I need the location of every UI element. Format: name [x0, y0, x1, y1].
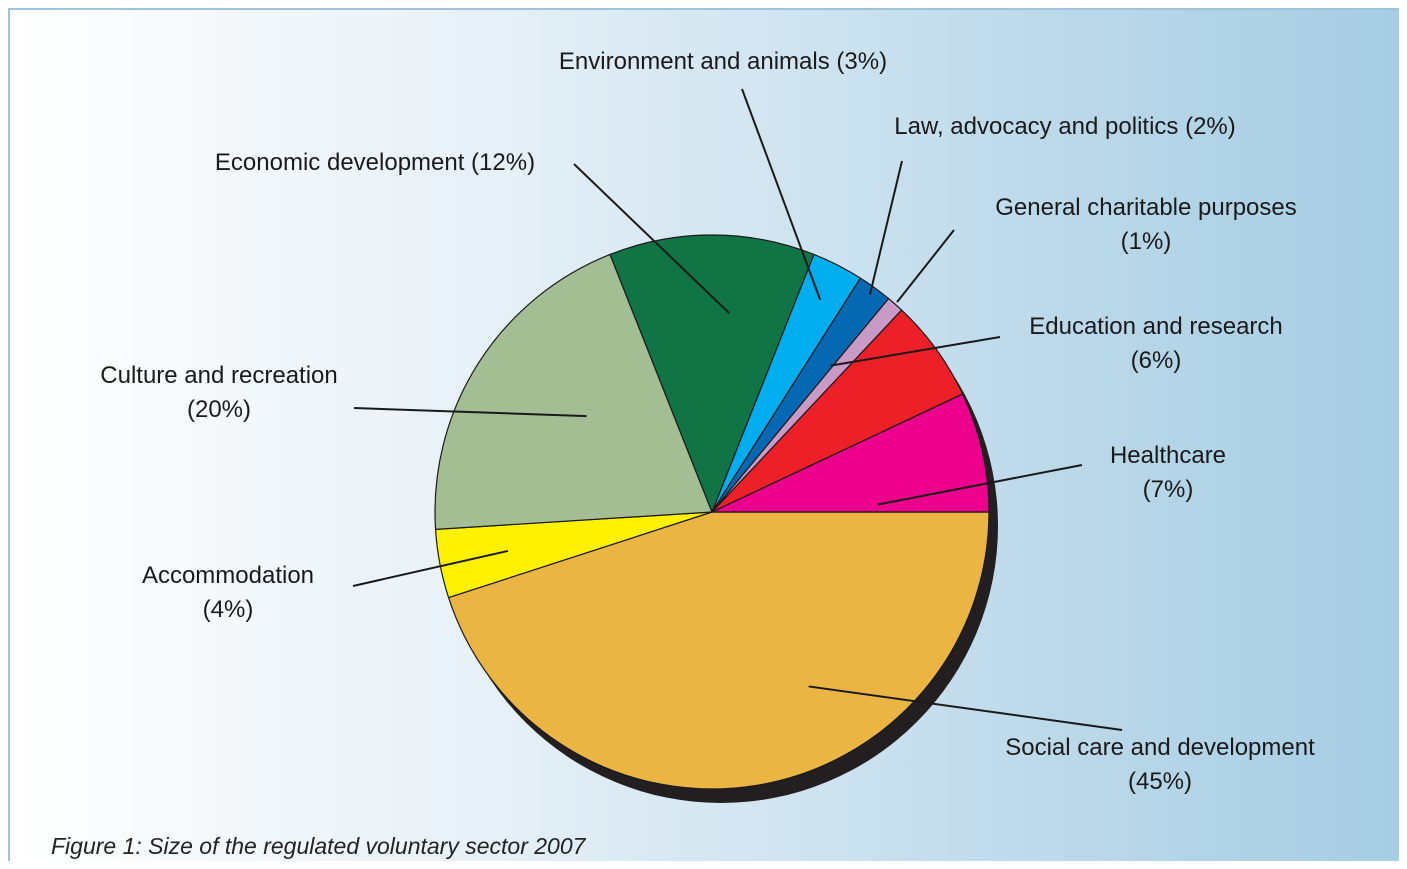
- pie-slice-healthcare: [711, 393, 990, 513]
- pie-labels-layer: Social care and development (45%) Accommod…: [100, 48, 1315, 795]
- pie-slices-layer: [434, 234, 990, 790]
- slice-label-environment-and-animals: Environment and animals (3%): [559, 48, 887, 75]
- leader-line-economic-development: [573, 163, 731, 315]
- slice-label-accommodation: Accommodation (4%): [142, 562, 314, 623]
- leader-line-accommodation: [352, 549, 509, 587]
- pie-slice-culture-and-recreation: [434, 253, 713, 530]
- slice-label-social-care-and-development: Social care and development (45%): [1005, 734, 1315, 795]
- leader-line-healthcare: [877, 464, 1083, 506]
- leader-line-environment-and-animals: [741, 88, 822, 301]
- slice-label-economic-development: Economic development (12%): [215, 149, 535, 176]
- leader-line-culture-and-recreation: [353, 407, 587, 418]
- slice-label-law-advocacy-and-politics: Law, advocacy and politics (2%): [894, 113, 1236, 140]
- leader-line-general-charitable-purposes: [896, 229, 955, 303]
- pie-slice-social-care-and-development: [447, 511, 990, 790]
- slice-label-general-charitable-purposes: General charitable purposes (1%): [995, 194, 1297, 255]
- pie-chart: Social care and development (45%) Accommod…: [100, 48, 1315, 803]
- leader-lines-layer: [352, 88, 1123, 731]
- slice-label-healthcare: Healthcare (7%): [1110, 442, 1226, 503]
- leader-line-law-advocacy-and-politics: [868, 160, 903, 295]
- slice-label-education-and-research: Education and research (6%): [1029, 313, 1283, 374]
- pie-slice-economic-development: [609, 234, 815, 513]
- slice-label-culture-and-recreation: Culture and recreation (20%): [100, 362, 337, 423]
- leader-line-social-care-and-development: [808, 685, 1123, 731]
- chart-figure: Social care and development (45%) Accommod…: [8, 8, 1399, 861]
- leader-line-education-and-research: [830, 336, 1001, 367]
- figure-caption: Figure 1: Size of the regulated voluntar…: [51, 833, 586, 859]
